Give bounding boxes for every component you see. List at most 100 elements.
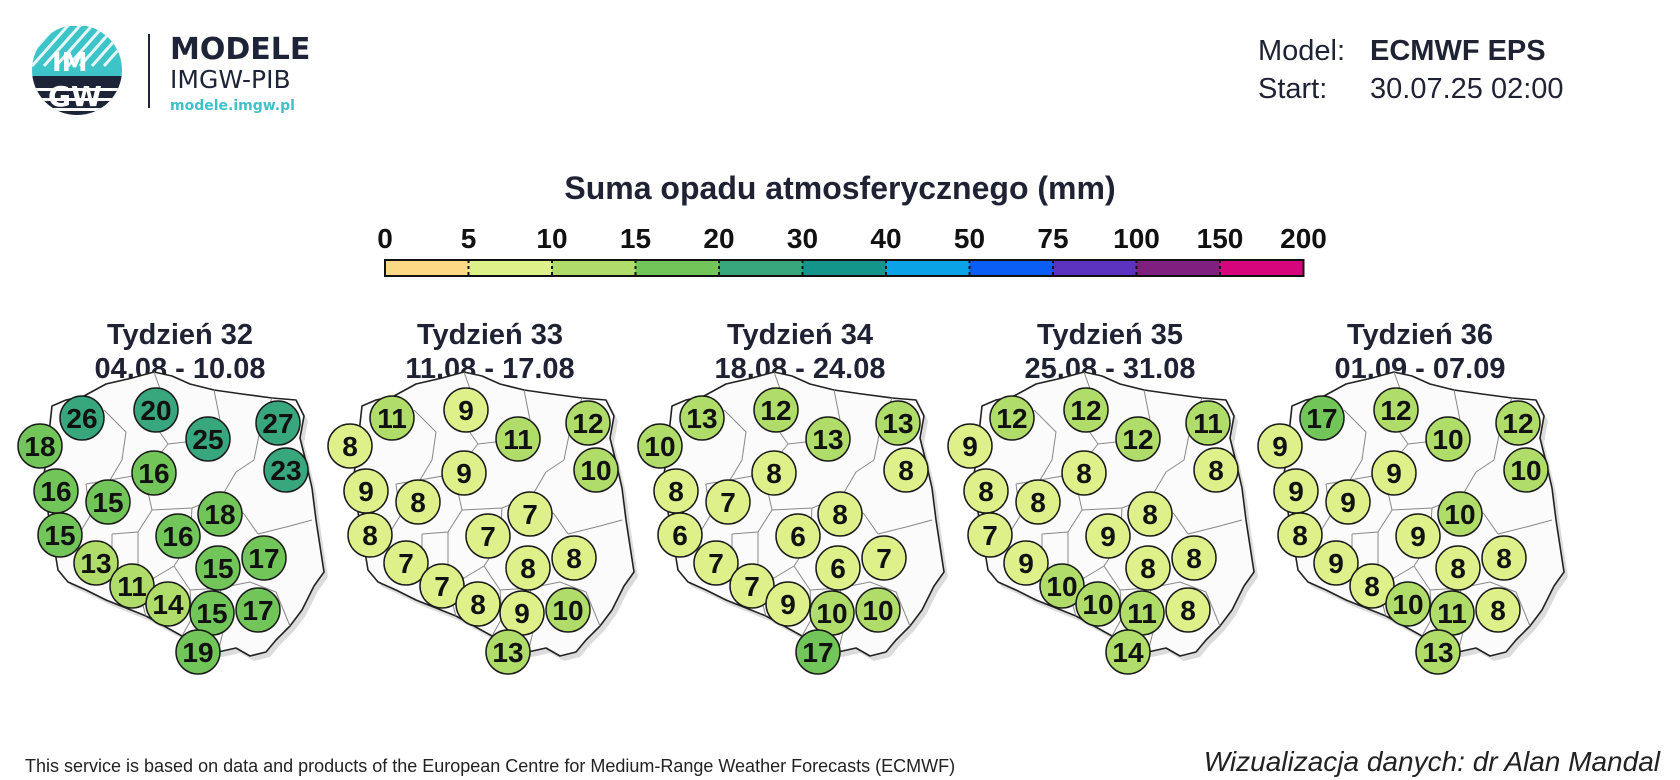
value-label: 7 <box>480 521 496 552</box>
value-marker <box>255 400 301 446</box>
value-label: 14 <box>152 589 184 620</box>
value-label: 19 <box>182 637 213 668</box>
value-marker <box>455 581 501 627</box>
value-marker <box>73 540 119 586</box>
value-label: 8 <box>1208 455 1224 486</box>
value-marker <box>883 447 929 493</box>
legend-tick-label: 0 <box>377 223 393 254</box>
value-label: 15 <box>92 487 123 518</box>
value-label: 15 <box>44 520 75 551</box>
value-label: 8 <box>470 589 486 620</box>
legend-tick-label: 40 <box>870 223 901 254</box>
value-label: 8 <box>1364 571 1380 602</box>
legend-swatch <box>802 260 886 276</box>
imgw-badge-icon: IM GW <box>32 26 122 115</box>
value-label: 7 <box>876 543 892 574</box>
value-label: 6 <box>790 521 806 552</box>
value-label: 23 <box>270 455 301 486</box>
value-marker <box>1425 416 1471 462</box>
value-marker <box>1437 491 1483 537</box>
value-marker <box>817 491 863 537</box>
value-label: 8 <box>342 431 358 462</box>
value-label: 6 <box>830 553 846 584</box>
value-label: 18 <box>204 499 235 530</box>
value-marker <box>1085 513 1131 559</box>
value-marker <box>1127 491 1173 537</box>
value-label: 12 <box>996 403 1027 434</box>
value-label: 11 <box>117 571 147 602</box>
value-label: 10 <box>862 595 893 626</box>
value-label: 12 <box>1122 424 1153 455</box>
value-label: 12 <box>760 395 791 426</box>
region-border <box>1413 565 1433 637</box>
value-label: 9 <box>456 458 472 489</box>
value-label: 10 <box>1510 455 1541 486</box>
value-marker <box>1277 512 1323 558</box>
legend-swatch <box>385 260 469 276</box>
value-label: 8 <box>832 499 848 530</box>
value-marker <box>505 545 551 591</box>
panel-week-title: Tydzień 35 <box>1037 320 1183 351</box>
value-label: 11 <box>1437 598 1467 629</box>
value-marker <box>395 479 441 525</box>
legend-swatch <box>552 260 636 276</box>
value-label: 17 <box>242 595 273 626</box>
value-label: 10 <box>580 455 611 486</box>
logo-subtitle: IMGW-PIB <box>170 65 291 94</box>
value-label: 11 <box>1127 598 1157 629</box>
value-marker <box>419 563 465 609</box>
value-marker <box>1495 400 1541 446</box>
start-label: Start: <box>1258 73 1328 105</box>
legend-swatch <box>1136 260 1220 276</box>
value-label: 8 <box>1292 520 1308 551</box>
value-label: 13 <box>492 637 523 668</box>
value-label: 9 <box>1272 431 1288 462</box>
value-label: 17 <box>802 637 833 668</box>
value-label: 9 <box>1386 458 1402 489</box>
start-value: 30.07.25 02:00 <box>1370 73 1564 105</box>
value-marker <box>327 423 373 469</box>
legend-swatch <box>1220 260 1304 276</box>
value-label: 7 <box>982 520 998 551</box>
value-marker <box>753 387 799 433</box>
value-marker <box>1125 545 1171 591</box>
value-marker <box>175 629 221 675</box>
value-marker <box>59 395 105 441</box>
panel-week-title: Tydzień 32 <box>107 320 253 351</box>
value-label: 10 <box>816 598 847 629</box>
value-marker <box>195 545 241 591</box>
value-marker <box>947 423 993 469</box>
value-label: 9 <box>1288 476 1304 507</box>
value-marker <box>441 450 487 496</box>
value-marker <box>1257 423 1303 469</box>
value-label: 9 <box>1018 548 1034 579</box>
value-marker <box>1039 563 1085 609</box>
value-label: 8 <box>1142 499 1158 530</box>
value-label: 8 <box>410 487 426 518</box>
value-marker <box>1371 450 1417 496</box>
value-label: 16 <box>162 521 193 552</box>
value-marker <box>765 581 811 627</box>
value-marker <box>17 423 63 469</box>
value-marker <box>1385 581 1431 627</box>
region-border <box>793 565 813 637</box>
color-legend: 0 5 10 15 20 30 40 50 75 100 150 200 <box>377 223 1327 277</box>
panel-week-title: Tydzień 33 <box>417 320 563 351</box>
logo-url-link[interactable]: modele.imgw.pl <box>170 98 295 114</box>
value-marker <box>861 535 907 581</box>
value-marker <box>989 395 1035 441</box>
svg-text:GW: GW <box>48 80 102 113</box>
value-marker <box>729 563 775 609</box>
value-label: 10 <box>1046 571 1077 602</box>
legend-tick-label: 10 <box>536 223 567 254</box>
model-info: Model: ECMWF EPS Start: 30.07.25 02:00 <box>1258 32 1564 108</box>
value-label: 15 <box>202 553 233 584</box>
value-marker <box>485 629 531 675</box>
value-marker <box>185 416 231 462</box>
value-label: 10 <box>1444 499 1475 530</box>
value-label: 8 <box>362 520 378 551</box>
value-label: 16 <box>40 476 71 507</box>
